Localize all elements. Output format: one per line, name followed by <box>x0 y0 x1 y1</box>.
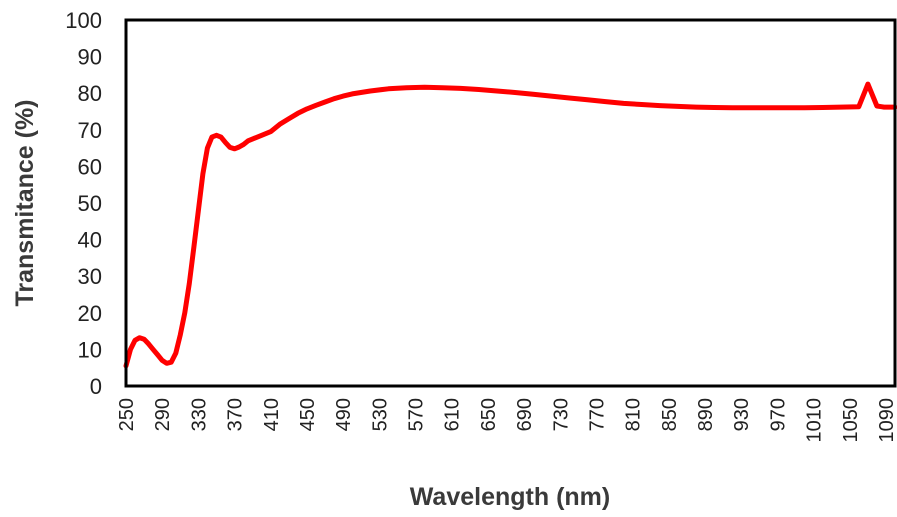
x-tick-label: 290 <box>152 398 174 431</box>
x-tick-label: 530 <box>369 398 391 431</box>
y-tick-label: 20 <box>78 301 102 326</box>
y-tick-label: 100 <box>65 8 102 33</box>
x-tick-label: 330 <box>188 398 210 431</box>
plot-area-frame <box>124 18 897 388</box>
y-tick-label: 40 <box>78 228 102 253</box>
x-tick-label: 1010 <box>804 398 826 443</box>
x-tick-label: 690 <box>514 398 536 431</box>
x-tick-label: 450 <box>297 398 319 431</box>
y-tick-label: 60 <box>78 154 102 179</box>
x-tick-label: 490 <box>333 398 355 431</box>
y-tick-label: 10 <box>78 337 102 362</box>
x-tick-label: 770 <box>586 398 608 431</box>
x-tick-labels: 250 290 330 370 410 450 490 530 570 610 650 690 730 7… <box>116 398 897 443</box>
x-tick-label: 410 <box>261 398 283 431</box>
x-axis-title: Wavelength (nm) <box>410 483 610 511</box>
y-tick-label: 50 <box>78 191 102 216</box>
transmittance-series-line <box>123 81 897 369</box>
x-tick-label: 650 <box>478 398 500 431</box>
x-tick-label: 1090 <box>876 398 897 443</box>
x-tick-label: 370 <box>225 398 247 431</box>
x-tick-label: 810 <box>623 398 645 431</box>
y-tick-labels: 0 10 20 30 40 50 60 70 80 90 100 <box>65 8 102 399</box>
x-tick-label: 850 <box>659 398 681 431</box>
y-tick-label: 0 <box>90 374 102 399</box>
y-tick-label: 30 <box>78 264 102 289</box>
x-tick-label: 890 <box>695 398 717 431</box>
y-tick-label: 70 <box>78 118 102 143</box>
x-tick-label: 610 <box>442 398 464 431</box>
x-tick-label: 970 <box>767 398 789 431</box>
y-tick-label: 80 <box>78 81 102 106</box>
y-tick-label: 90 <box>78 45 102 70</box>
x-tick-label: 570 <box>406 398 428 431</box>
y-axis-title: Transmitance (%) <box>11 99 39 306</box>
x-tick-label: 730 <box>550 398 572 431</box>
x-tick-label: 930 <box>731 398 753 431</box>
x-tick-label: 1050 <box>840 398 862 443</box>
x-tick-label: 250 <box>116 398 138 431</box>
